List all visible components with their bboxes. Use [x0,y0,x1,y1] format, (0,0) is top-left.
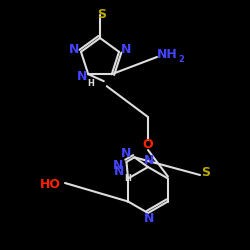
Text: 2: 2 [178,54,184,64]
Text: N: N [144,154,154,168]
Text: O: O [143,138,153,151]
Text: H: H [124,174,131,183]
Text: N: N [144,212,154,226]
Text: HO: HO [40,178,60,190]
Text: NH: NH [156,48,178,62]
Text: S: S [98,8,106,20]
Text: N: N [69,43,79,56]
Text: H: H [87,79,94,88]
Text: N: N [77,70,88,83]
Text: N: N [114,165,124,178]
Text: S: S [202,166,210,178]
Text: N: N [121,147,132,160]
Text: N: N [113,160,124,172]
Text: N: N [121,43,131,56]
